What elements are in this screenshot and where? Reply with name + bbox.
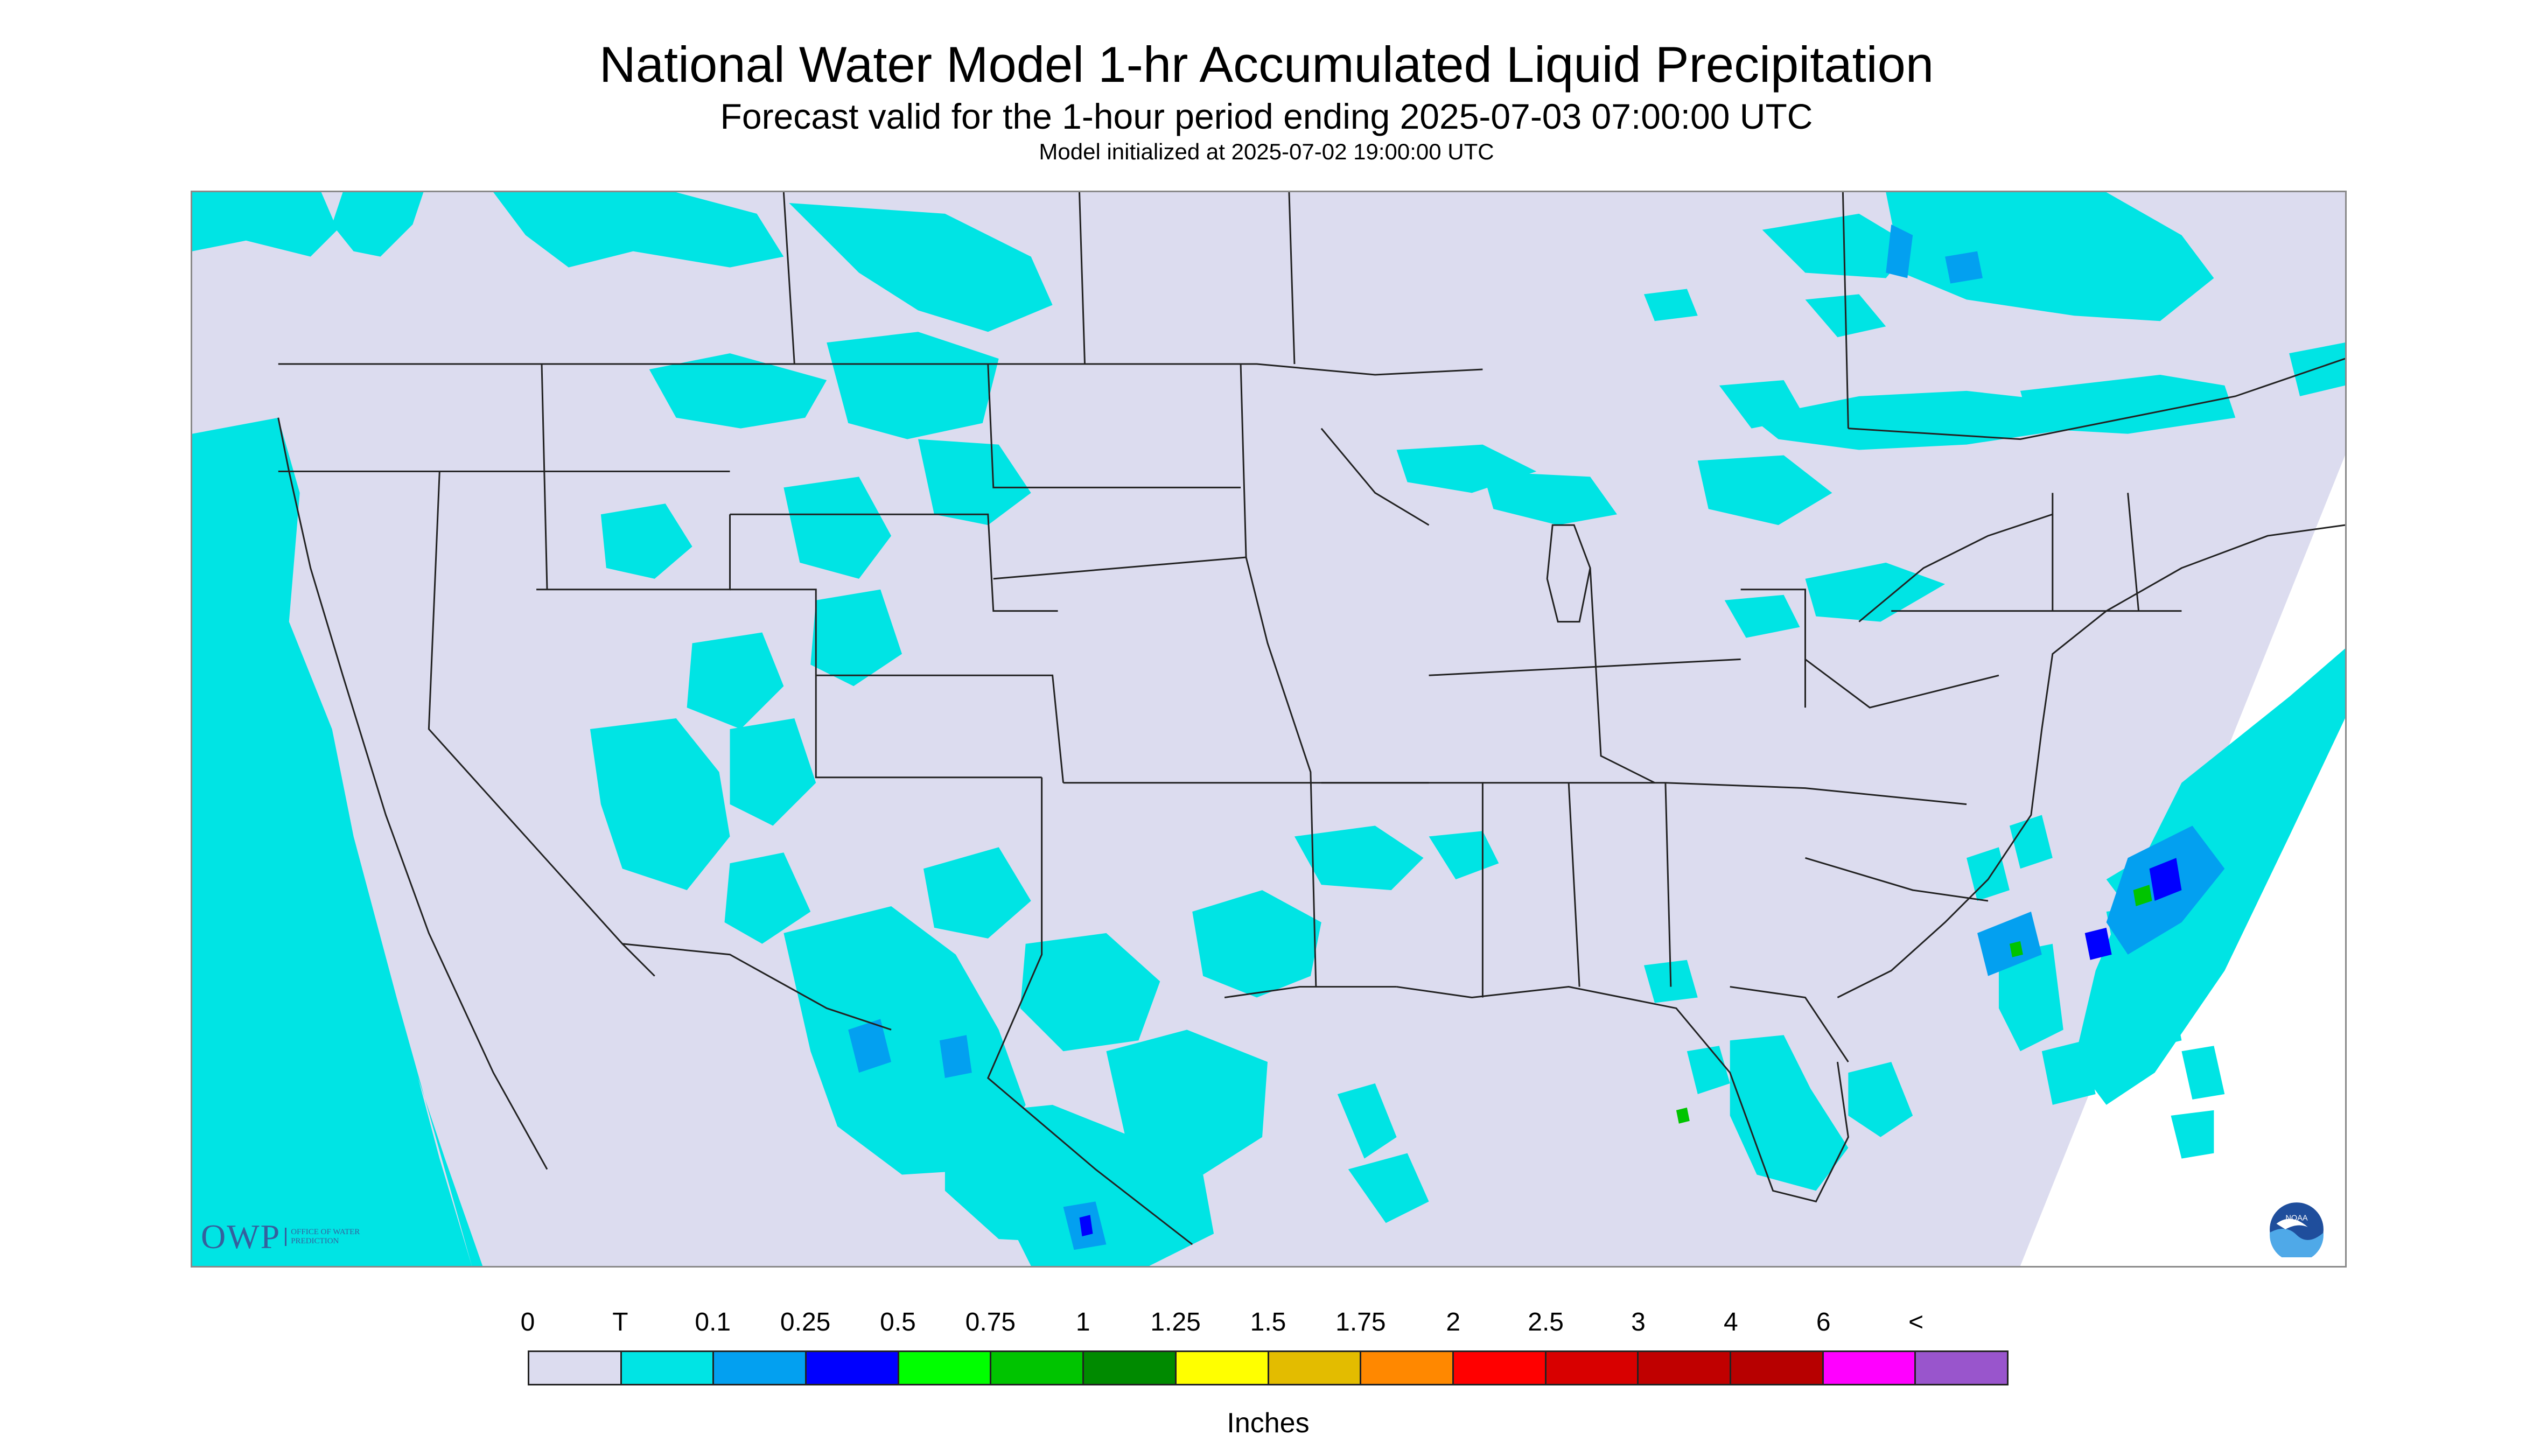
legend-tick-label: 0.75 [965, 1308, 1016, 1336]
legend-tick-label: 2 [1446, 1308, 1461, 1336]
legend-swatch [1269, 1352, 1362, 1384]
legend-tick-label: 2.5 [1528, 1308, 1564, 1336]
legend-swatch [991, 1352, 1084, 1384]
legend-swatch [899, 1352, 992, 1384]
precip-heavy-areas [1676, 885, 2152, 1124]
precip-trace-areas [192, 192, 2345, 1266]
model-init-time: Model initialized at 2025-07-02 19:00:00… [1039, 139, 1494, 164]
legend-color-bar [528, 1350, 2009, 1385]
legend-swatch [621, 1352, 715, 1384]
legend-tick-label: 0.1 [695, 1308, 731, 1336]
legend-tick-label: T [612, 1308, 628, 1336]
precipitation-map[interactable]: OWP OFFICE OF WATER PREDICTION NOAA [191, 191, 2347, 1268]
legend-swatch [1639, 1352, 1731, 1384]
owp-logo-subtext: OFFICE OF WATER PREDICTION [285, 1228, 361, 1246]
legend-tick-label: 1.75 [1335, 1308, 1386, 1336]
legend-swatch [529, 1352, 622, 1384]
legend-tick-label: 0 [520, 1308, 535, 1336]
legend-swatch [1361, 1352, 1454, 1384]
legend-tick-label: 1 [1075, 1308, 1090, 1336]
map-canvas [192, 192, 2345, 1266]
noaa-logo-icon: NOAA [2270, 1202, 2324, 1257]
precip-color-legend: 0 T 0.1 0.25 0.5 0.75 1 1.25 1.5 1.75 2 2.5 3 4 6 < Inc… [521, 1307, 2009, 1447]
precip-moderate-areas [1079, 858, 2182, 1237]
owp-logo-text: OWP [201, 1217, 281, 1256]
legend-swatch [1084, 1352, 1177, 1384]
legend-tick-label: 0.5 [880, 1308, 916, 1336]
noaa-logo-text: NOAA [2285, 1214, 2308, 1222]
owp-logo: OWP OFFICE OF WATER PREDICTION [201, 1215, 361, 1258]
map-subtitle: Forecast valid for the 1-hour period end… [720, 96, 1813, 136]
legend-tick-label: 4 [1724, 1308, 1738, 1336]
legend-swatch [1731, 1352, 1824, 1384]
legend-units: Inches [1227, 1408, 1310, 1439]
map-title: National Water Model 1-hr Accumulated Li… [599, 36, 1934, 93]
legend-tick-label: 1.25 [1150, 1308, 1201, 1336]
legend-swatch [1176, 1352, 1269, 1384]
legend-swatch [1823, 1352, 1916, 1384]
legend-tick-label: 0.25 [780, 1308, 831, 1336]
legend-tick-label: 1.5 [1250, 1308, 1286, 1336]
legend-swatch [714, 1352, 807, 1384]
legend-swatch [807, 1352, 899, 1384]
legend-swatch [1916, 1352, 2007, 1384]
legend-tick-label: 6 [1816, 1308, 1831, 1336]
political-boundaries [277, 192, 2345, 1245]
legend-swatch [1453, 1352, 1547, 1384]
legend-swatch [1546, 1352, 1639, 1384]
legend-tick-label: < [1908, 1308, 1924, 1336]
legend-tick-label: 3 [1631, 1308, 1646, 1336]
map-domain [192, 192, 2345, 1266]
